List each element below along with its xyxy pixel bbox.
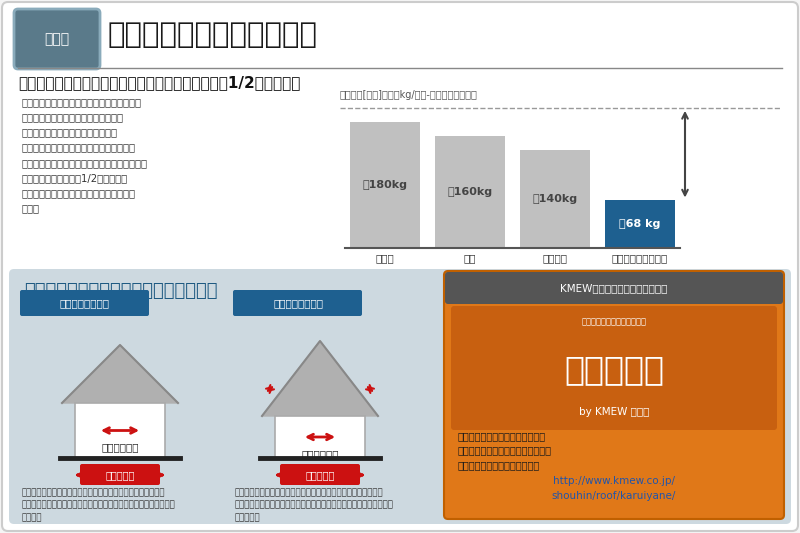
Text: KMEWがご提案する「軽い屋根」: KMEWがご提案する「軽い屋根」 xyxy=(560,283,668,293)
Text: 地面の揺れ: 地面の揺れ xyxy=(106,470,134,480)
Text: 地面の揺れ: 地面の揺れ xyxy=(306,470,334,480)
Text: 厚型平瓦: 厚型平瓦 xyxy=(542,253,567,263)
FancyBboxPatch shape xyxy=(445,272,783,304)
FancyBboxPatch shape xyxy=(80,464,160,485)
Text: 陶器瓦: 陶器瓦 xyxy=(376,253,394,263)
Bar xyxy=(435,136,505,248)
FancyBboxPatch shape xyxy=(280,464,360,485)
Text: 約180kg: 約180kg xyxy=(362,180,407,190)
Text: by KMEW 屋根材: by KMEW 屋根材 xyxy=(579,407,649,417)
Text: 屋根材別[重さ]比較（kg/坪）-屋根材本体の重量: 屋根材別[重さ]比較（kg/坪）-屋根材本体の重量 xyxy=(340,90,478,100)
FancyBboxPatch shape xyxy=(444,271,784,519)
Text: 約68 kg: 約68 kg xyxy=(619,219,661,229)
Bar xyxy=(520,150,590,248)
Text: 地震大国と呼ばれる日本の暮らしにおいて、
住まいの耐震化は非常に重要な課題。
一般的に建物の揺れを軽減するは、
建物の重量を軽く、重心を低くすることが
有効とさ: 地震大国と呼ばれる日本の暮らしにおいて、 住まいの耐震化は非常に重要な課題。 一… xyxy=(22,97,148,213)
Text: 揺れが小さい: 揺れが小さい xyxy=(302,449,338,459)
Bar xyxy=(275,416,365,458)
Text: 屋根で減震: 屋根で減震 xyxy=(564,353,664,386)
FancyBboxPatch shape xyxy=(9,269,791,524)
Polygon shape xyxy=(262,341,378,416)
Text: 負荷が小さい: 負荷が小さい xyxy=(102,442,138,453)
Bar xyxy=(350,122,420,248)
Text: 地震に有効な「軽い屋根」のメカニズム: 地震に有効な「軽い屋根」のメカニズム xyxy=(24,282,218,300)
Text: 屋根を軽く、揺れを小さく、: 屋根を軽く、揺れを小さく、 xyxy=(582,317,646,326)
Text: コロニアルクァッド: コロニアルクァッド xyxy=(612,253,668,263)
Text: 地震のとき、重心が高い建物ほど揺れは大きくなります。屋根を
軽くすれば、建物の重心が低くなり、揺れ幅をより小さくすることが
できます。: 地震のとき、重心が高い建物ほど揺れは大きくなります。屋根を 軽くすれば、建物の重… xyxy=(235,488,394,522)
Text: 建物の重心を低く: 建物の重心を低く xyxy=(273,298,323,308)
Text: 建物の重量を軽く: 建物の重量を軽く xyxy=(60,298,110,308)
Polygon shape xyxy=(62,345,178,403)
Bar xyxy=(605,200,675,248)
FancyBboxPatch shape xyxy=(14,9,100,69)
Text: 地震のとき、重い建物ほど地震の力を大きく受けます。屋根を
軽くすれば、地震の際に建物にかかる力をより小さくすることがで
きます。: 地震のとき、重い建物ほど地震の力を大きく受けます。屋根を 軽くすれば、地震の際に… xyxy=(22,488,176,522)
FancyBboxPatch shape xyxy=(20,290,149,316)
FancyBboxPatch shape xyxy=(451,306,777,430)
FancyBboxPatch shape xyxy=(233,290,362,316)
Bar xyxy=(75,403,165,458)
Text: 洋瓦: 洋瓦 xyxy=(464,253,476,263)
Text: http://www.kmew.co.jp/
shouhin/roof/karuiyane/: http://www.kmew.co.jp/ shouhin/roof/karu… xyxy=(552,476,676,501)
Text: 軽い屋根による減震効果。そのメ
カニズムや施工例などを紹介したホ
ームページを開設しています。: 軽い屋根による減震効果。そのメ カニズムや施工例などを紹介したホ ームページを開… xyxy=(458,431,552,470)
Text: 耐震性: 耐震性 xyxy=(45,32,70,46)
Text: 約160kg: 約160kg xyxy=(447,187,493,197)
Text: 地震の揺れを小さくする。: 地震の揺れを小さくする。 xyxy=(108,21,318,49)
Text: 約140kg: 約140kg xyxy=(533,194,578,204)
Text: 屋根材「コロニアルクァッド」は、陶器平板瓦の約1/2という軽さ: 屋根材「コロニアルクァッド」は、陶器平板瓦の約1/2という軽さ xyxy=(18,75,300,90)
